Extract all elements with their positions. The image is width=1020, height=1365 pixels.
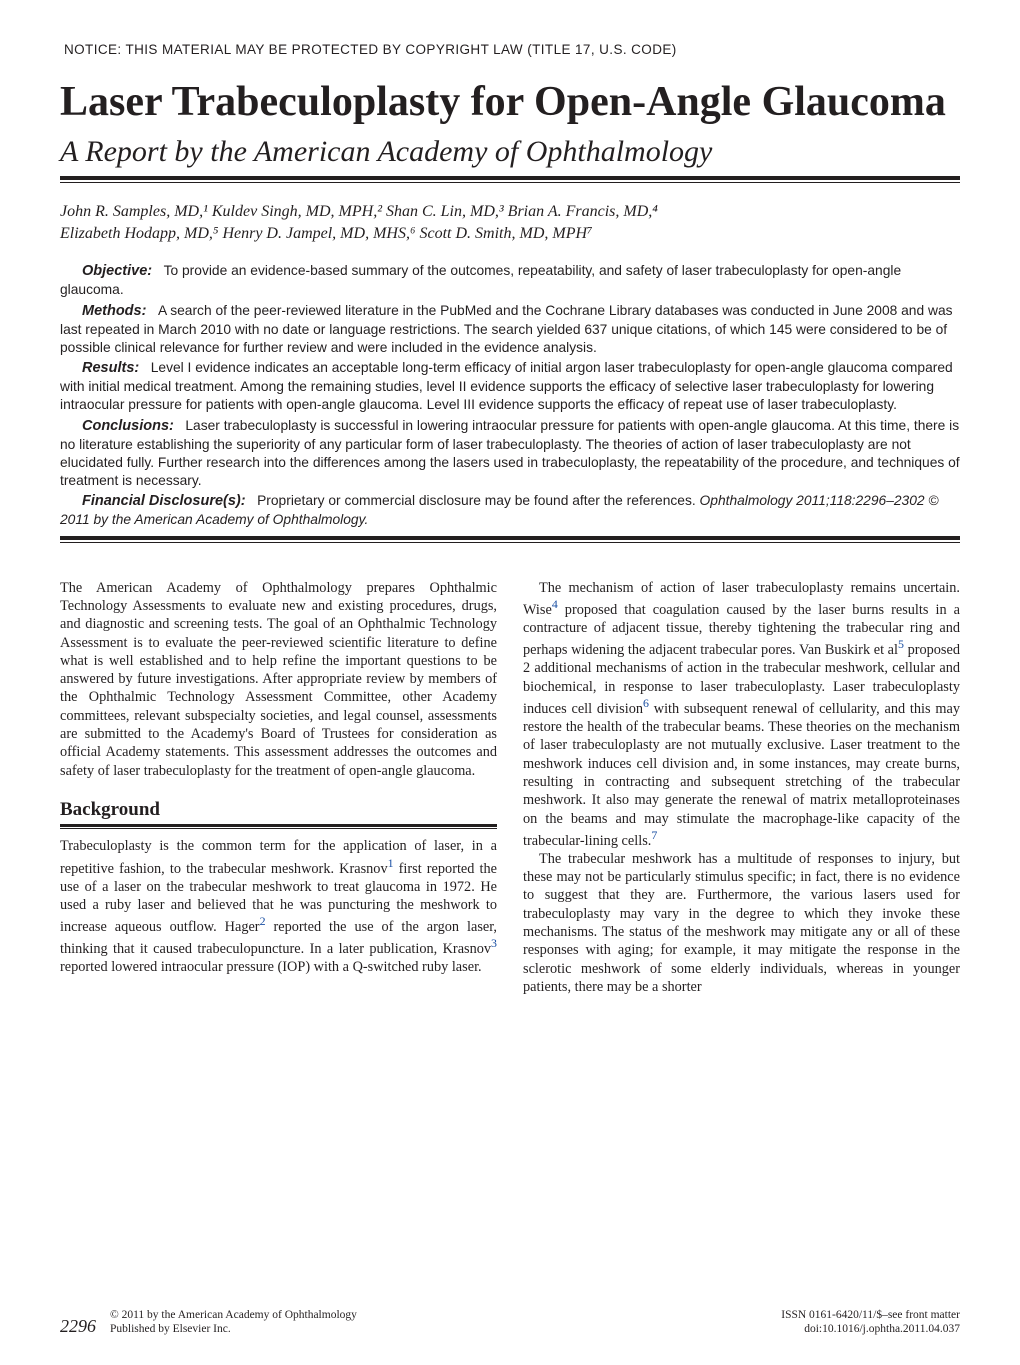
footer-copyright: © 2011 by the American Academy of Ophtha… [110,1309,357,1321]
methods-label: Methods: [82,303,146,319]
ref-7[interactable]: 7 [651,828,657,842]
page-footer: 2296 © 2011 by the American Academy of O… [60,1309,960,1337]
conclusions-text: Laser trabeculoplasty is successful in l… [60,418,960,489]
footer-left: 2296 © 2011 by the American Academy of O… [60,1309,357,1337]
background-heading: Background [60,798,497,822]
title-rule-thin [60,182,960,183]
article-title: Laser Trabeculoplasty for Open-Angle Gla… [60,79,960,126]
body-columns: The American Academy of Ophthalmology pr… [60,579,960,997]
ref-3[interactable]: 3 [491,936,497,950]
objective-label: Objective: [82,263,152,279]
abstract-rule-thin [60,542,960,543]
abstract-objective: Objective: To provide an evidence-based … [60,262,960,299]
authors-line-2: Elizabeth Hodapp, MD,⁵ Henry D. Jampel, … [60,223,960,245]
mech-text-d: with subsequent renewal of cellularity, … [523,701,960,849]
mechanism-paragraph: The mechanism of action of laser trabecu… [523,579,960,850]
intro-paragraph: The American Academy of Ophthalmology pr… [60,579,497,780]
disclosure-text: Proprietary or commercial disclosure may… [257,493,696,508]
abstract-separator [60,536,960,543]
copyright-notice: NOTICE: THIS MATERIAL MAY BE PROTECTED B… [64,42,960,57]
page-number: 2296 [60,1316,96,1337]
left-column: The American Academy of Ophthalmology pr… [60,579,497,997]
footer-doi: doi:10.1016/j.ophtha.2011.04.037 [804,1323,960,1335]
publisher-info: © 2011 by the American Academy of Ophtha… [110,1309,357,1337]
methods-text: A search of the peer-reviewed literature… [60,303,953,355]
abstract-conclusions: Conclusions: Laser trabeculoplasty is su… [60,417,960,491]
abstract-rule-thick [60,536,960,540]
meshwork-paragraph: The trabecular meshwork has a multitude … [523,850,960,996]
objective-text: To provide an evidence-based summary of … [60,263,901,297]
section-rule-thick [60,824,497,827]
abstract-results: Results: Level I evidence indicates an a… [60,359,960,415]
authors-line-1: John R. Samples, MD,¹ Kuldev Singh, MD, … [60,201,960,223]
footer-right: ISSN 0161-6420/11/$–see front matter doi… [781,1309,960,1337]
article-subtitle: A Report by the American Academy of Opht… [60,134,960,170]
title-rule-thick [60,176,960,180]
section-rule-thin [60,828,497,829]
conclusions-label: Conclusions: [82,418,174,434]
abstract-methods: Methods: A search of the peer-reviewed l… [60,302,960,358]
abstract-disclosure: Financial Disclosure(s): Proprietary or … [60,492,960,529]
background-paragraph: Trabeculoplasty is the common term for t… [60,837,497,976]
disclosure-label: Financial Disclosure(s): [82,493,246,509]
right-column: The mechanism of action of laser trabecu… [523,579,960,997]
results-label: Results: [82,360,139,376]
abstract-block: Objective: To provide an evidence-based … [60,262,960,529]
author-list: John R. Samples, MD,¹ Kuldev Singh, MD, … [60,201,960,244]
footer-publisher: Published by Elsevier Inc. [110,1323,231,1335]
bg-text-d: reported lowered intraocular pressure (I… [60,959,482,975]
results-text: Level I evidence indicates an acceptable… [60,360,953,412]
mech-text-b: proposed that coagulation caused by the … [523,602,960,658]
footer-issn: ISSN 0161-6420/11/$–see front matter [781,1309,960,1321]
